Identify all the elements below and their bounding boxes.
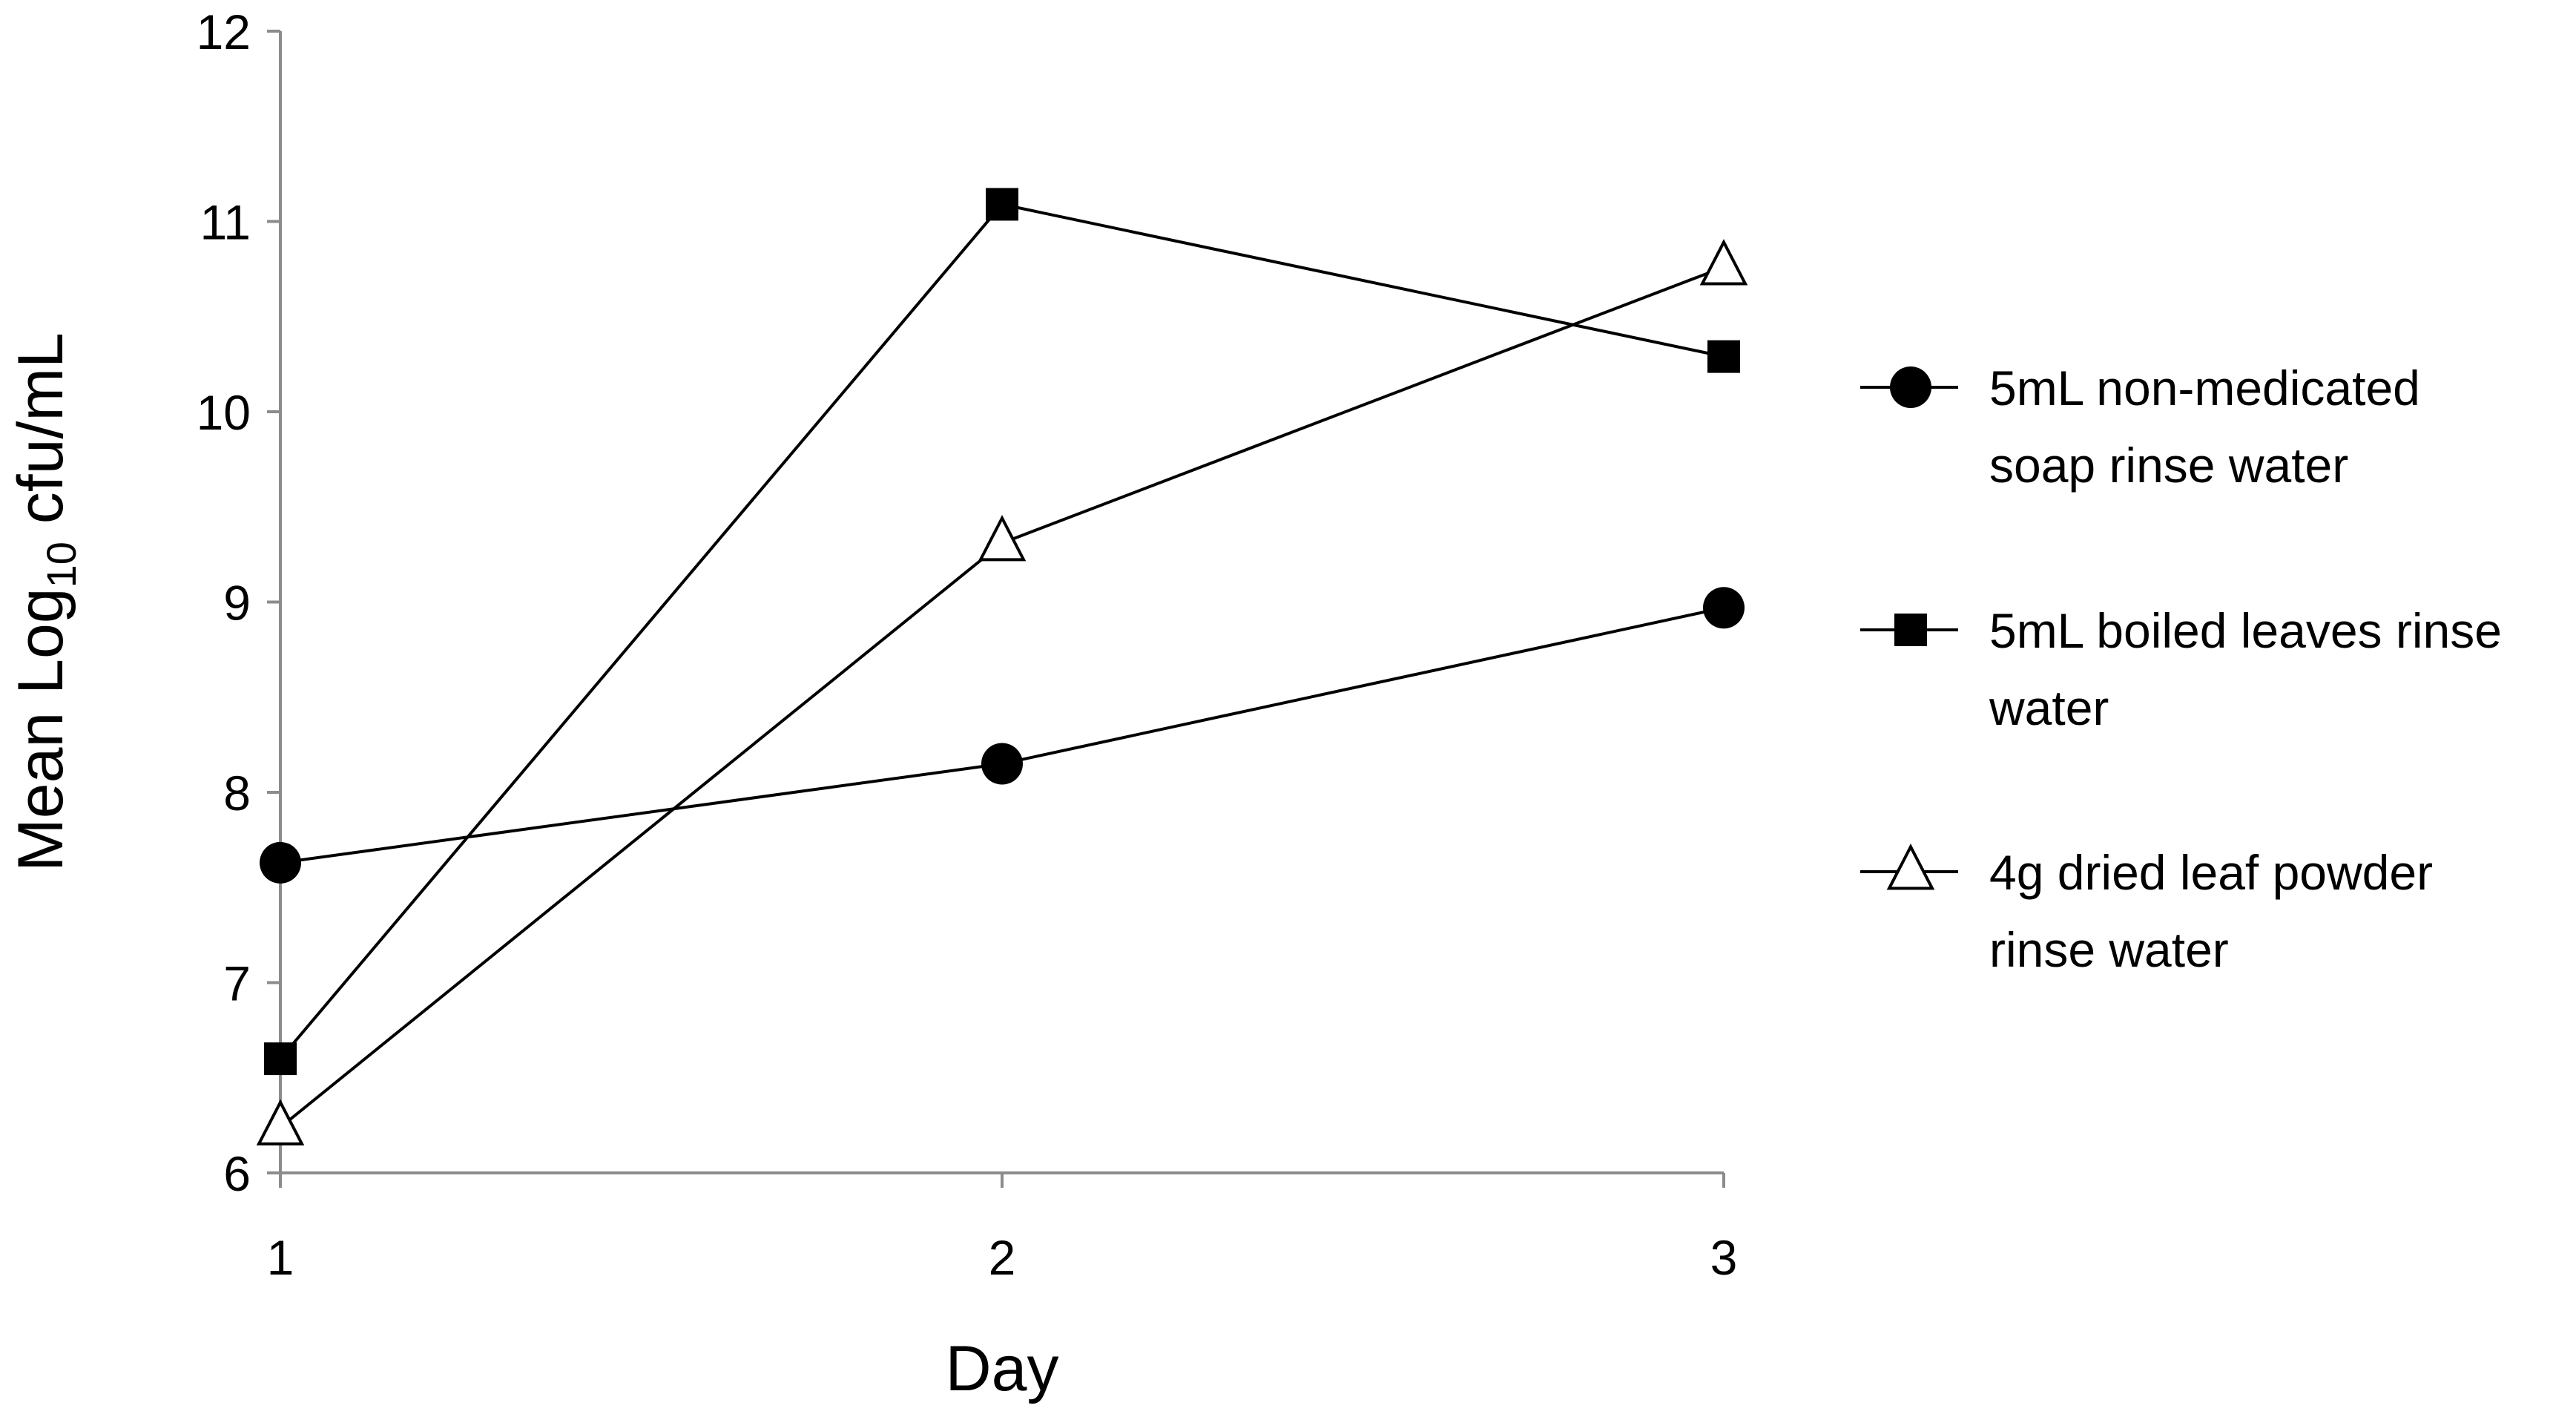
series-lines — [279, 203, 1725, 1128]
x-axis-title: Day — [946, 1333, 1059, 1404]
y-tick-label: 6 — [223, 1146, 251, 1201]
legend-marker-3 — [1886, 844, 1935, 890]
y-tick-label: 9 — [223, 576, 251, 631]
x-tick-label: 2 — [989, 1230, 1016, 1285]
y-axis-title: Mean Log10 cfu/mL — [5, 332, 85, 872]
legend-marker-2 — [1894, 614, 1927, 646]
legend-label-1: soap rinse water — [1989, 438, 2348, 493]
x-tick-label: 1 — [267, 1230, 294, 1285]
series-2-point-day-3 — [1707, 340, 1740, 373]
x-tick-label: 3 — [1710, 1230, 1738, 1285]
y-tick-label: 11 — [200, 195, 251, 250]
series-3-point-day-1 — [256, 1099, 305, 1145]
series-markers — [256, 188, 1748, 1145]
series-2-point-day-1 — [264, 1042, 297, 1076]
y-axis-title-main: Mean Log — [5, 588, 76, 872]
series-line-3 — [279, 266, 1725, 1128]
legend-label-3: rinse water — [1989, 922, 2229, 977]
y-tick-label: 10 — [197, 385, 251, 440]
series-1-point-day-3 — [1703, 587, 1745, 629]
legend-label-1: 5mL non-medicated — [1989, 361, 2420, 415]
y-tick-label: 8 — [223, 766, 251, 821]
legend-label-2: water — [1989, 680, 2109, 735]
series-2-point-day-2 — [986, 188, 1018, 221]
series-line-2 — [279, 203, 1725, 1060]
series-3-point-day-2 — [978, 515, 1027, 562]
legend: 5mL non-medicated soap rinse water 5mL boi… — [1860, 361, 2502, 977]
series-1-point-day-2 — [981, 743, 1023, 785]
legend-label-3: 4g dried leaf powder — [1989, 845, 2433, 900]
legend-marker-1 — [1890, 366, 1931, 408]
series-line-1 — [280, 606, 1725, 864]
series-3-point-day-3 — [1699, 239, 1748, 286]
legend-label-2: 5mL boiled leaves rinse — [1989, 603, 2502, 658]
series-1-point-day-1 — [260, 841, 301, 884]
y-tick-label: 12 — [197, 4, 251, 59]
y-axis-title-suffix: cfu/mL — [5, 332, 76, 542]
y-tick-label: 7 — [223, 956, 251, 1011]
y-axis-title-subscript: 10 — [38, 542, 85, 588]
